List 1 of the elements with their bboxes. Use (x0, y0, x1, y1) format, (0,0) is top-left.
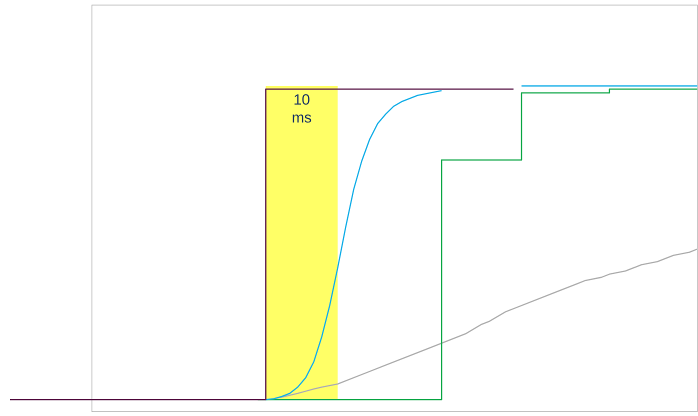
annotation: 10 ms (292, 94, 312, 123)
